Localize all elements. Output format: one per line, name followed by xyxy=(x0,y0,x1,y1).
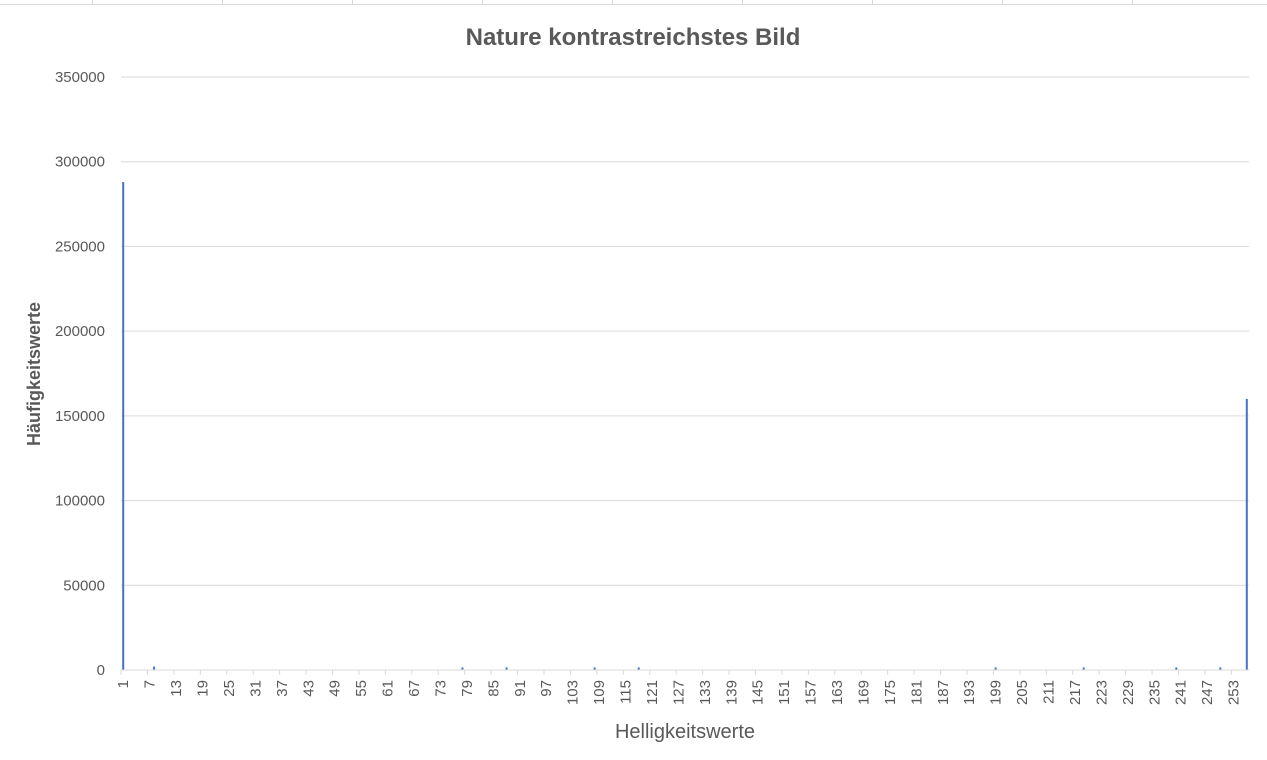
bars xyxy=(122,182,1248,670)
histogram-bar xyxy=(637,667,640,670)
x-tick-label: 1 xyxy=(115,680,132,688)
x-tick-label: 31 xyxy=(247,680,264,697)
histogram-bar xyxy=(593,667,596,670)
top-border-tick xyxy=(872,0,873,4)
x-tick-label: 205 xyxy=(1014,680,1031,705)
x-tick-label: 127 xyxy=(670,680,687,705)
x-tick-label: 247 xyxy=(1199,680,1216,705)
x-tick-label: 79 xyxy=(459,680,476,697)
x-axis-tick-labels: 1 7 13 19 25 31 37 43 49 55 61 67 73 79 85 91 97 103 109 11… xyxy=(115,670,1243,705)
x-tick-label: 175 xyxy=(882,680,899,705)
histogram-bar xyxy=(122,182,125,670)
y-tick-label: 350000 xyxy=(55,69,105,86)
x-tick-label: 37 xyxy=(274,680,291,697)
y-tick-label: 0 xyxy=(97,662,105,679)
y-tick-label: 100000 xyxy=(55,493,105,510)
x-tick-label: 85 xyxy=(485,680,502,697)
x-tick-label: 151 xyxy=(776,680,793,705)
histogram-bar xyxy=(994,667,997,670)
histogram-bar xyxy=(505,667,508,670)
histogram-bar xyxy=(461,667,464,670)
y-tick-label: 150000 xyxy=(55,408,105,425)
x-tick-label: 55 xyxy=(353,680,370,697)
chart-title: Nature kontrastreichstes Bild xyxy=(466,24,801,51)
x-tick-label: 13 xyxy=(168,680,185,697)
x-tick-label: 181 xyxy=(908,680,925,705)
x-tick-label: 103 xyxy=(565,680,582,705)
x-tick-label: 157 xyxy=(803,680,820,705)
x-tick-label: 241 xyxy=(1173,680,1190,705)
x-tick-label: 91 xyxy=(512,680,529,697)
x-tick-label: 19 xyxy=(195,680,212,697)
x-tick-label: 253 xyxy=(1226,680,1243,705)
x-tick-label: 73 xyxy=(432,680,449,697)
x-tick-label: 115 xyxy=(618,680,635,704)
top-border-tick xyxy=(1132,0,1133,4)
y-tick-label: 50000 xyxy=(63,577,105,594)
x-tick-label: 97 xyxy=(538,680,555,697)
gridlines xyxy=(121,76,1249,586)
histogram-bar xyxy=(1245,398,1248,670)
y-axis-tick-labels: 0 50000 100000 150000 200000 250000 300000 3500… xyxy=(55,69,105,679)
x-tick-label: 211 xyxy=(1041,680,1058,704)
histogram-bar xyxy=(1175,667,1178,670)
x-tick-label: 49 xyxy=(327,680,344,697)
x-tick-label: 199 xyxy=(988,680,1005,705)
histogram-bar xyxy=(153,666,156,670)
x-tick-label: 193 xyxy=(961,680,978,705)
top-border-tick xyxy=(352,0,353,4)
top-border-tick xyxy=(612,0,613,4)
x-tick-label: 187 xyxy=(935,680,952,705)
y-tick-label: 250000 xyxy=(55,238,105,255)
x-tick-label: 7 xyxy=(142,680,159,688)
top-border-tick xyxy=(222,0,223,4)
x-tick-label: 169 xyxy=(855,680,872,705)
x-tick-label: 61 xyxy=(380,680,397,697)
x-tick-label: 109 xyxy=(591,680,608,705)
x-tick-label: 163 xyxy=(829,680,846,705)
x-tick-label: 25 xyxy=(221,680,238,697)
x-tick-label: 67 xyxy=(406,680,423,697)
top-border-tick xyxy=(1002,0,1003,4)
top-border-tick xyxy=(482,0,483,4)
x-tick-label: 139 xyxy=(723,680,740,705)
x-tick-label: 235 xyxy=(1146,680,1163,705)
y-tick-label: 200000 xyxy=(55,323,105,340)
top-border-tick xyxy=(92,0,93,4)
x-tick-label: 133 xyxy=(697,680,714,705)
x-tick-label: 223 xyxy=(1093,680,1110,705)
x-tick-label: 145 xyxy=(750,680,767,705)
histogram-bar xyxy=(1219,667,1222,670)
x-tick-label: 43 xyxy=(300,680,317,697)
y-axis-title: Häufigkeitswerte xyxy=(24,302,44,446)
x-axis-title: Helligkeitswerte xyxy=(615,721,755,743)
y-tick-label: 300000 xyxy=(55,154,105,171)
top-border-tick xyxy=(742,0,743,4)
histogram-bar xyxy=(1082,667,1085,670)
x-tick-label: 121 xyxy=(644,680,661,705)
top-border-strip xyxy=(0,0,1267,5)
x-tick-label: 217 xyxy=(1067,680,1084,705)
x-tick-label: 229 xyxy=(1120,680,1137,705)
